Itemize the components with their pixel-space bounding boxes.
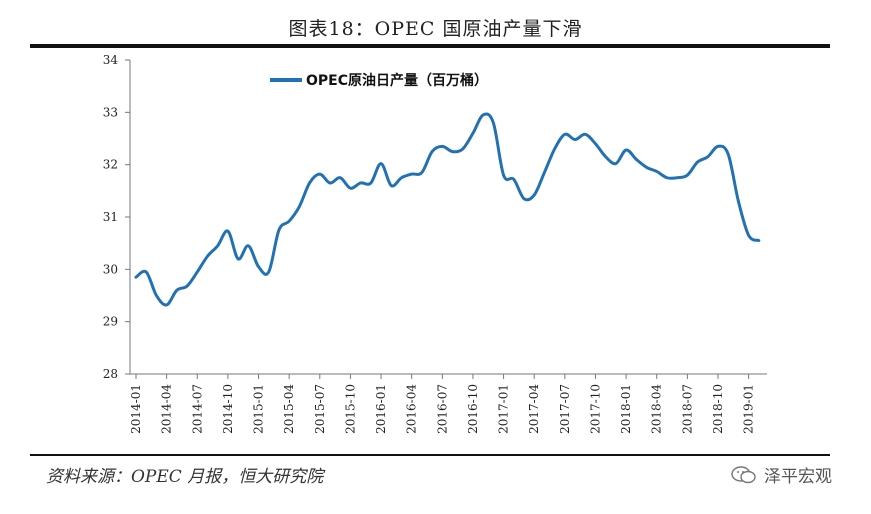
x-axis: 2014-01 2014-04 2014-07 2014-10 2015-01 2015-… [129,373,767,434]
x-tick-label: 2017-07 [558,384,572,434]
x-tick-label: 2015-07 [313,384,327,434]
x-tick-label: 2015-01 [252,384,266,434]
x-tick-label: 2016-01 [374,384,388,434]
y-tick-label: 28 [103,367,118,381]
footer-rule [30,454,830,456]
y-axis: 28 29 30 31 32 33 34 [103,53,131,381]
watermark-text: 泽平宏观 [764,467,832,487]
y-tick-label: 31 [103,210,118,224]
x-tick-label: 2015-10 [343,384,357,434]
wechat-icon [731,465,756,483]
x-tick-label: 2018-07 [680,384,694,434]
source-note: 资料来源：OPEC 月报，恒大研究院 [46,467,324,487]
x-tick-label: 2018-01 [619,384,633,434]
y-tick-label: 29 [103,315,118,329]
legend-label: OPEC原油日产量（百万桶） [306,72,488,89]
x-tick-label: 2014-10 [221,384,235,434]
x-tick-label: 2018-10 [711,384,725,434]
x-tick-label: 2017-10 [588,384,602,434]
y-tick-label: 32 [103,158,118,172]
x-tick-label: 2014-07 [190,384,204,434]
x-tick-label: 2014-04 [160,384,174,434]
watermark: 泽平宏观 [730,462,832,487]
x-tick-label: 2016-10 [466,384,480,434]
x-tick-label: 2015-04 [282,384,296,434]
y-tick-label: 34 [103,53,119,67]
x-tick-label: 2014-01 [129,384,143,434]
x-tick-label: 2016-04 [405,384,419,434]
legend: OPEC原油日产量（百万桶） [270,72,488,89]
series-layer [134,112,761,307]
y-tick-label: 30 [103,262,118,276]
series-line-opec [134,112,761,307]
y-tick-label: 33 [103,105,118,119]
x-tick-label: 2019-01 [742,384,756,434]
x-tick-label: 2016-07 [435,384,449,434]
x-tick-label: 2018-04 [650,384,664,434]
x-tick-label: 2017-04 [527,384,541,434]
title-rule [30,44,830,48]
x-tick-label: 2017-01 [497,384,511,434]
chart-title: 图表18：OPEC 国原油产量下滑 [288,18,583,40]
